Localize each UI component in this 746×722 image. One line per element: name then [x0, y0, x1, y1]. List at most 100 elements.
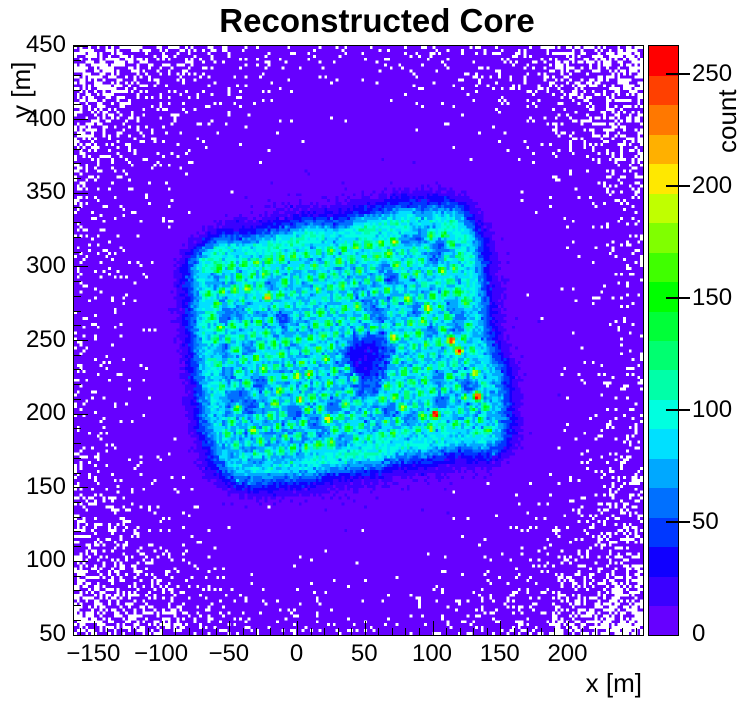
colorbar-tick [666, 185, 690, 188]
y-axis-minor-tick [74, 472, 81, 474]
x-axis-major-tick [364, 621, 366, 635]
x-axis-minor-tick [608, 628, 610, 635]
x-tick-label: 150 [479, 640, 520, 667]
colorbar-segment [649, 281, 678, 312]
plot-area [73, 45, 644, 636]
colorbar-segment [649, 399, 678, 430]
y-tick-label: 450 [25, 31, 66, 58]
x-axis-major-tick [93, 621, 95, 635]
x-axis-minor-tick [351, 628, 353, 635]
y-axis-minor-tick [74, 516, 81, 518]
y-axis-minor-tick [74, 384, 81, 386]
x-tick-label: −50 [208, 640, 250, 667]
x-tick-label: −150 [66, 640, 121, 667]
z-tick-label: 100 [692, 396, 733, 424]
y-axis-minor-tick [74, 251, 81, 253]
y-axis-minor-tick [74, 531, 81, 533]
y-axis-minor-tick [74, 428, 81, 430]
x-axis-minor-tick [324, 628, 326, 635]
x-axis-major-tick [161, 621, 163, 635]
x-axis-minor-tick [635, 628, 637, 635]
y-axis-major-tick [74, 45, 88, 47]
y-tick-label: 350 [25, 178, 66, 206]
x-axis-minor-tick [120, 628, 122, 635]
x-axis-minor-tick [215, 628, 217, 635]
y-tick-label: 100 [25, 546, 66, 574]
x-tick-label: 200 [547, 640, 588, 667]
x-axis-minor-tick [473, 628, 475, 635]
x-tick-label: 0 [289, 640, 304, 667]
y-axis-minor-tick [74, 546, 81, 548]
colorbar-segment [649, 134, 678, 165]
y-axis-minor-tick [74, 443, 81, 445]
colorbar-segment [649, 252, 678, 283]
y-axis-minor-tick [74, 178, 81, 180]
y-axis-minor-tick [74, 501, 81, 503]
y-axis-minor-tick [74, 590, 81, 592]
x-axis-minor-tick [378, 628, 380, 635]
x-axis-major-tick [432, 621, 434, 635]
z-tick-label: 150 [692, 284, 733, 312]
y-axis-minor-tick [74, 74, 81, 76]
z-tick-label: 0 [692, 620, 706, 647]
x-axis-minor-tick [581, 628, 583, 635]
y-tick-label: 300 [25, 251, 66, 279]
x-axis-minor-tick [527, 628, 529, 635]
y-tick-label: 400 [25, 104, 66, 132]
x-tick-label: −100 [134, 640, 189, 667]
colorbar-segment [649, 311, 678, 341]
y-axis-minor-tick [74, 398, 81, 400]
chart-title: Reconstructed Core [219, 2, 535, 39]
x-axis-minor-tick [391, 628, 393, 635]
x-axis-minor-tick [80, 628, 82, 635]
x-axis-minor-tick [337, 628, 339, 635]
x-axis-minor-tick [202, 628, 204, 635]
x-axis-minor-tick [459, 628, 461, 635]
x-axis-minor-tick [188, 628, 190, 635]
histogram2d-canvas [74, 46, 643, 635]
x-tick-label: 50 [350, 640, 378, 667]
y-tick-label: 50 [39, 620, 66, 647]
y-axis-major-tick [74, 487, 88, 489]
y-axis-minor-tick [74, 619, 81, 621]
x-axis-minor-tick [283, 628, 285, 635]
x-axis-minor-tick [554, 628, 556, 635]
z-tick-label: 200 [692, 172, 733, 200]
y-axis-minor-tick [74, 60, 81, 62]
y-axis-minor-tick [74, 369, 81, 371]
z-tick-label: 50 [692, 508, 719, 536]
x-axis-minor-tick [310, 628, 312, 635]
y-axis-minor-tick [74, 207, 81, 209]
x-axis-major-tick [567, 621, 569, 635]
colorbar-segment [649, 458, 678, 489]
y-axis-minor-tick [74, 222, 81, 224]
x-axis-minor-tick [134, 628, 136, 635]
y-axis-minor-tick [74, 89, 81, 91]
colorbar-segment [649, 222, 678, 253]
y-axis-minor-tick [74, 354, 81, 356]
x-axis-minor-tick [418, 628, 420, 635]
y-axis-minor-tick [74, 575, 81, 577]
x-axis-minor-tick [175, 628, 177, 635]
x-axis-minor-tick [242, 628, 244, 635]
colorbar-segment [649, 487, 678, 518]
colorbar-segment [649, 605, 678, 636]
y-axis-major-tick [74, 413, 88, 415]
x-axis-minor-tick [256, 628, 258, 635]
colorbar-segment [649, 104, 678, 135]
y-axis-major-tick [74, 560, 88, 562]
x-axis-minor-tick [486, 628, 488, 635]
y-axis-minor-tick [74, 325, 81, 327]
x-axis-minor-tick [513, 628, 515, 635]
y-axis-minor-tick [74, 295, 81, 297]
colorbar-segment [649, 576, 678, 607]
x-axis-major-tick [500, 621, 502, 635]
y-axis-major-tick [74, 634, 88, 636]
x-axis-minor-tick [405, 628, 407, 635]
y-axis-minor-tick [74, 605, 81, 607]
y-axis-minor-tick [74, 457, 81, 459]
y-axis-major-tick [74, 192, 88, 194]
x-axis-title: x [m] [585, 668, 642, 698]
y-axis-minor-tick [74, 163, 81, 165]
